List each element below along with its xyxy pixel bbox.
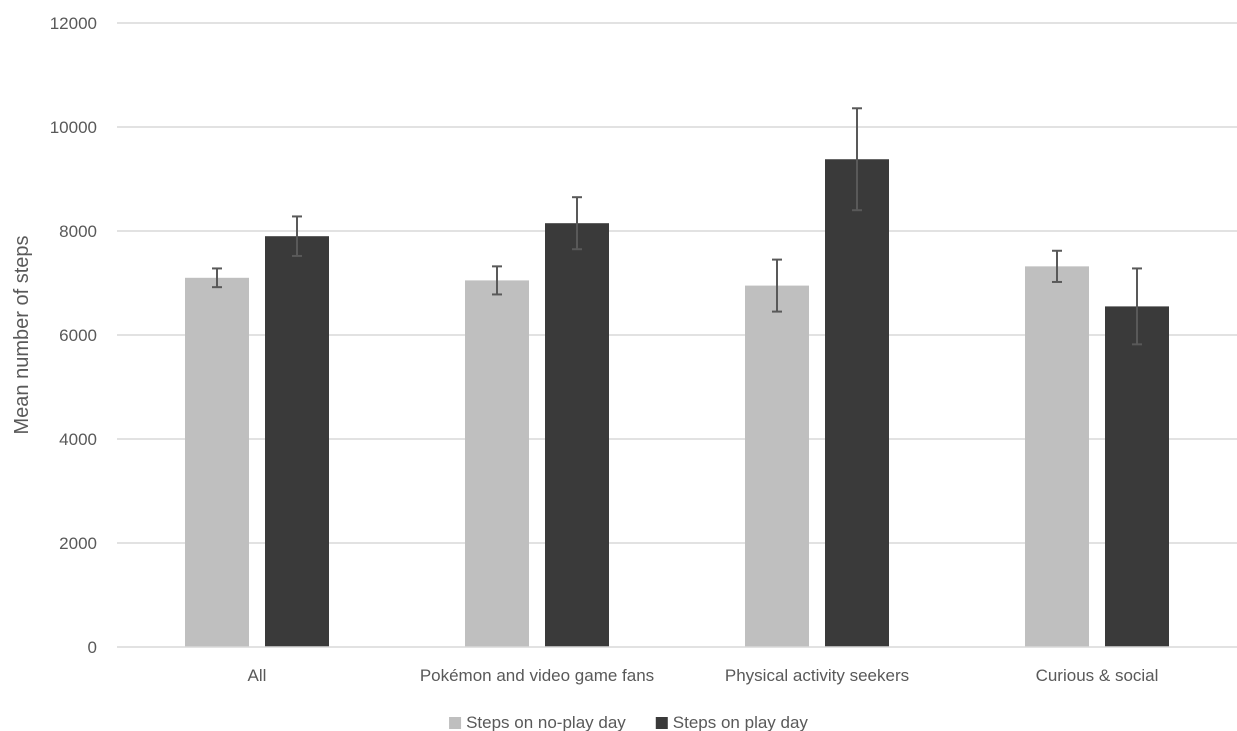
bar: [465, 280, 529, 647]
category-label: Curious & social: [1036, 666, 1159, 685]
legend-swatch: [449, 717, 462, 729]
category-label: All: [248, 666, 267, 685]
legend-swatch: [655, 717, 668, 729]
bar: [825, 159, 889, 648]
y-axis-ticks: 0 2000 4000 6000 8000 10000 12000: [50, 14, 97, 657]
bar: [185, 277, 249, 647]
y-tick-label: 10000: [50, 118, 97, 137]
y-tick-label: 8000: [59, 222, 97, 241]
legend-label: Steps on no-play day: [466, 713, 626, 731]
category-label: Physical activity seekers: [725, 666, 909, 685]
legend: Steps on no-play day Steps on play day: [449, 713, 808, 731]
bar: [265, 236, 329, 647]
y-axis-title: Mean number of steps: [11, 236, 33, 435]
y-tick-label: 0: [88, 638, 97, 657]
bar: [545, 223, 609, 647]
bar: [1025, 266, 1089, 647]
y-tick-label: 6000: [59, 326, 97, 345]
legend-item: Steps on no-play day: [449, 713, 626, 731]
y-tick-label: 2000: [59, 534, 97, 553]
bars: [185, 159, 1169, 648]
legend-label: Steps on play day: [673, 713, 809, 731]
bar: [1105, 306, 1169, 647]
bar: [745, 285, 809, 647]
category-labels: All Pokémon and video game fans Physical a…: [248, 666, 1159, 685]
category-label: Pokémon and video game fans: [420, 666, 654, 685]
y-tick-label: 4000: [59, 430, 97, 449]
legend-item: Steps on play day: [655, 713, 809, 731]
y-tick-label: 12000: [50, 14, 97, 33]
error-bars: [212, 107, 1142, 346]
